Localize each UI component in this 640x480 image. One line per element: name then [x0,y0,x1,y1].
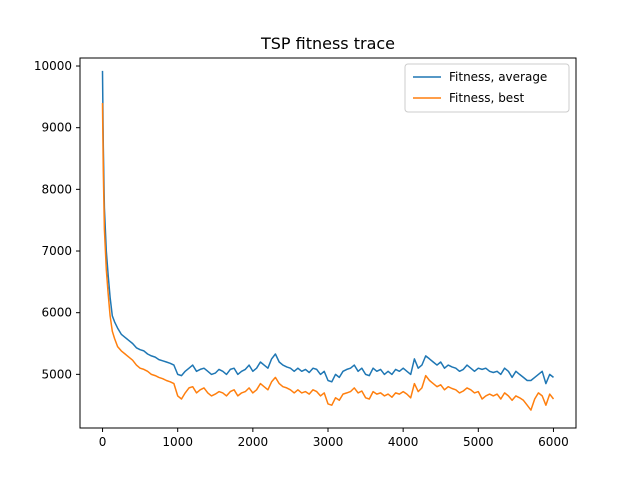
legend-label: Fitness, best [449,91,524,105]
y-tick-label: 6000 [41,306,72,320]
legend: Fitness, average Fitness, best [404,63,570,113]
x-tick-label: 6000 [538,435,569,449]
chart-title: TSP fitness trace [260,34,395,53]
legend-box [404,63,570,113]
legend-label: Fitness, average [449,70,547,84]
y-tick-label: 7000 [41,244,72,258]
series-line-best [101,102,555,411]
y-tick-label: 8000 [41,182,72,196]
y-tick-label: 5000 [41,367,72,381]
x-tick-label: 4000 [388,435,419,449]
y-tick-label: 10000 [34,59,72,73]
y-tick-label: 9000 [41,121,72,135]
x-axis: 0 1000 2000 3000 4000 5000 6000 [99,428,569,449]
series-layer [101,70,555,411]
y-axis: 5000 6000 7000 8000 9000 10000 [34,59,80,381]
x-tick-label: 3000 [313,435,344,449]
x-tick-label: 5000 [463,435,494,449]
x-tick-label: 1000 [162,435,193,449]
x-tick-label: 2000 [238,435,269,449]
x-tick-label: 0 [99,435,107,449]
series-line-average [101,70,554,385]
